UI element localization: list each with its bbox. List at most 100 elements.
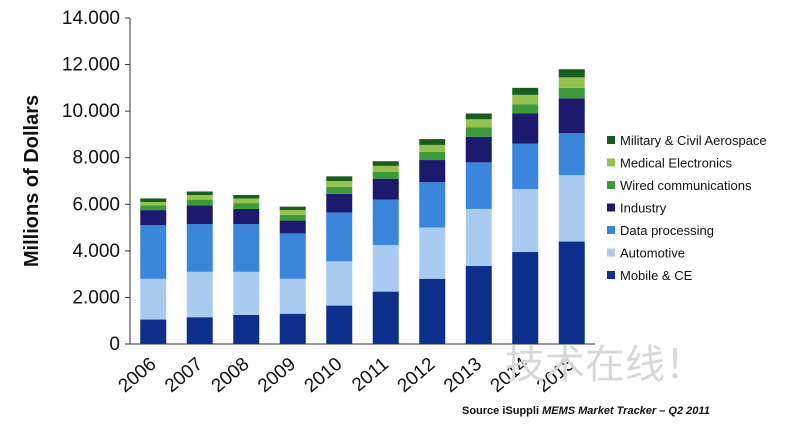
legend-swatch <box>607 271 615 279</box>
y-tick-label: 12.000 <box>62 55 120 76</box>
source-prefix: Source iSuppli <box>462 405 542 417</box>
bar-segment <box>512 113 539 144</box>
legend-label: Automotive <box>620 246 685 261</box>
bar-segment <box>279 278 306 314</box>
bar-stack-2007 <box>186 191 213 344</box>
bar-segment <box>512 87 539 95</box>
bar-segment <box>419 160 446 183</box>
bar-segment <box>558 77 585 88</box>
bar-segment <box>512 189 539 253</box>
y-tick-label: 6.000 <box>72 194 120 215</box>
legend-swatch <box>607 158 615 167</box>
bar-segment <box>140 225 167 279</box>
bar-segment <box>233 224 260 272</box>
bar-segment <box>186 317 213 344</box>
bar-segment <box>419 144 446 152</box>
bar-segment <box>186 224 213 272</box>
x-tick-label: 2008 <box>208 354 254 397</box>
y-axis: 0 2.000 4.000 6.000 8.000 10.000 12.000 14.000 <box>62 8 131 355</box>
bar-segment <box>372 161 399 166</box>
bar-segment <box>372 199 399 246</box>
bar-segment <box>186 199 213 206</box>
x-tick-label: 2009 <box>254 354 300 397</box>
bar-segment <box>186 205 213 225</box>
bar-stack-2013 <box>465 113 492 344</box>
bar-segment <box>279 210 306 215</box>
bar-segment <box>465 136 492 163</box>
bar-segment <box>186 191 213 195</box>
bar-segment <box>419 227 446 279</box>
bar-segment <box>465 265 492 344</box>
x-tick-label: 2010 <box>301 354 347 397</box>
bar-segment <box>372 291 399 344</box>
bar-stack-2012 <box>419 139 446 344</box>
bar-segment <box>558 241 585 344</box>
bar-segment <box>326 261 353 306</box>
bar-segment <box>512 104 539 114</box>
bar-segment <box>279 220 306 234</box>
bar-segment <box>140 278 167 320</box>
bar-segment <box>465 113 492 120</box>
legend-item: Wired communications <box>607 178 752 193</box>
bar-segment <box>465 127 492 137</box>
bar-segment <box>558 87 585 99</box>
legend: Military & Civil Aerospace Medical Electr… <box>607 133 767 283</box>
y-axis-label: Millions of Dollars <box>21 95 43 267</box>
bar-stack-2006 <box>140 198 167 344</box>
bar-segment <box>140 198 167 202</box>
bar-segment <box>140 201 167 206</box>
bar-stack-2008 <box>233 194 260 344</box>
bar-stack-2014 <box>512 87 539 344</box>
legend-label: Industry <box>620 201 667 216</box>
bars <box>140 69 585 344</box>
bar-segment <box>465 208 492 266</box>
legend-item: Mobile & CE <box>607 268 693 283</box>
legend-item: Medical Electronics <box>607 156 732 171</box>
bar-segment <box>419 139 446 145</box>
bar-segment <box>419 151 446 161</box>
bar-segment <box>465 119 492 128</box>
x-tick-label: 2011 <box>348 354 393 396</box>
legend-swatch <box>607 136 615 144</box>
x-tick-label: 2012 <box>394 354 440 397</box>
bar-segment <box>233 208 260 225</box>
legend-item: Automotive <box>607 246 685 261</box>
legend-swatch <box>607 248 615 257</box>
bar-segment <box>512 252 539 344</box>
bar-segment <box>326 212 353 262</box>
bar-segment <box>186 194 213 200</box>
bar-stack-2010 <box>326 176 353 344</box>
bar-segment <box>140 319 167 344</box>
bar-segment <box>372 245 399 292</box>
legend-item: Military & Civil Aerospace <box>607 133 767 148</box>
bar-segment <box>233 203 260 209</box>
y-tick-label: 8.000 <box>72 148 120 169</box>
bar-segment <box>233 314 260 344</box>
y-tick-label: 14.000 <box>62 8 120 29</box>
source-note: Source iSuppli MEMS Market Tracker – Q2 … <box>462 405 710 417</box>
bar-stack-2009 <box>279 206 306 344</box>
bar-segment <box>372 165 399 172</box>
y-tick-label: 0 <box>109 334 120 355</box>
x-tick-label: 2007 <box>161 354 207 397</box>
legend-item: Data processing <box>607 223 714 238</box>
legend-swatch <box>607 181 615 189</box>
legend-label: Military & Civil Aerospace <box>620 133 767 148</box>
bar-segment <box>558 175 585 242</box>
bar-stack-2011 <box>372 161 399 344</box>
bar-segment <box>326 305 353 344</box>
bar-segment <box>326 176 353 181</box>
bar-segment <box>279 214 306 221</box>
legend-swatch <box>607 226 615 234</box>
legend-swatch <box>607 203 615 212</box>
bar-segment <box>419 182 446 228</box>
bar-segment <box>512 94 539 105</box>
source-title: MEMS Market Tracker – Q2 2011 <box>542 405 710 417</box>
bar-segment <box>326 186 353 194</box>
bar-segment <box>372 171 399 179</box>
y-tick-label: 2.000 <box>72 287 120 308</box>
watermark: 技术在线！ <box>505 342 705 388</box>
legend-label: Mobile & CE <box>620 268 693 283</box>
bar-segment <box>326 193 353 213</box>
